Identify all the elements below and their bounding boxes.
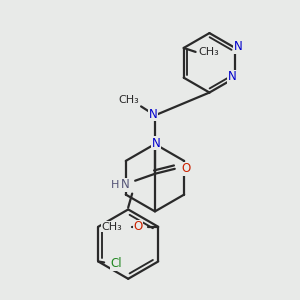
Text: N: N (152, 136, 160, 150)
Text: N: N (121, 178, 130, 191)
Text: CH₃: CH₃ (102, 222, 123, 232)
Text: Cl: Cl (110, 257, 122, 270)
Text: CH₃: CH₃ (119, 95, 140, 106)
Text: CH₃: CH₃ (198, 47, 219, 57)
Text: N: N (234, 40, 242, 53)
Text: N: N (228, 70, 237, 83)
Text: O: O (133, 220, 142, 233)
Text: H: H (111, 180, 119, 190)
Text: N: N (148, 108, 157, 121)
Text: O: O (181, 162, 190, 175)
